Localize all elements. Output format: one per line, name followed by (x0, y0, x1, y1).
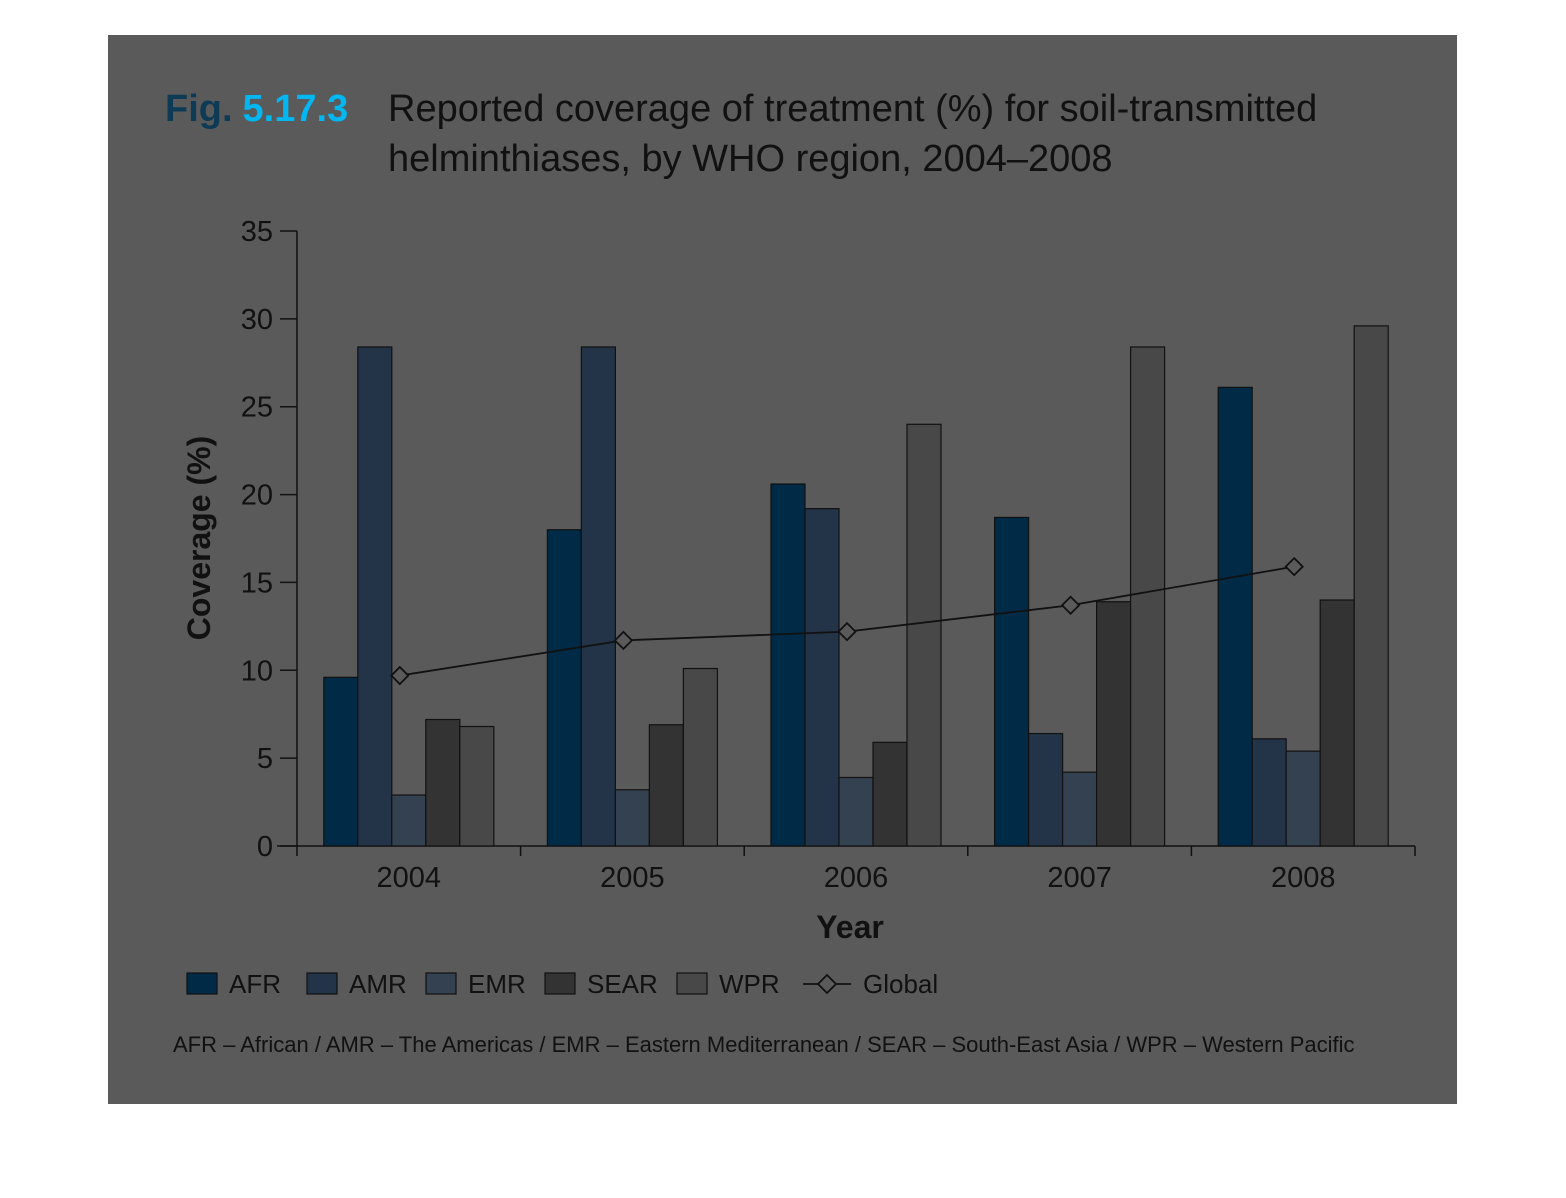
bar-amr-2008 (1251, 738, 1287, 847)
x-ticks: 2004 2005 2006 2007 2008 (296, 846, 1416, 894)
bar-afr-2004 (323, 676, 359, 847)
y-tick-label: 0 (257, 831, 273, 863)
bar-afr-2008 (1217, 386, 1253, 847)
legend-label-afr: AFR (229, 969, 281, 999)
x-tick-label: 2007 (1047, 862, 1112, 894)
bar-afr-2006 (770, 483, 806, 847)
bar-sear-2008 (1319, 599, 1355, 847)
y-tick-label: 20 (241, 480, 273, 512)
bar-wpr-2005 (682, 667, 719, 847)
bar-wpr-2006 (906, 423, 942, 847)
bars (323, 325, 1389, 847)
legend-swatch-wpr (676, 972, 708, 995)
x-tick-label: 2006 (824, 862, 889, 894)
global-point (1284, 556, 1304, 577)
legend-swatch-global-marker (816, 973, 838, 995)
bar-sear-2006 (872, 741, 908, 847)
legend-label-emr: EMR (468, 969, 526, 999)
fig-prefix: Fig. (165, 88, 233, 130)
y-tick-label: 35 (241, 216, 273, 248)
y-tick-label: 10 (241, 655, 273, 687)
legend-label-wpr: WPR (719, 969, 780, 999)
bar-amr-2005 (580, 346, 617, 847)
x-tick-label: 2008 (1271, 862, 1336, 894)
y-ticks: 0 5 10 15 20 25 30 35 (241, 216, 297, 863)
global-point (1060, 595, 1081, 616)
bar-sear-2005 (648, 724, 685, 847)
x-tick-label: 2004 (377, 862, 442, 894)
chart-title-line2: helminthiases, by WHO region, 2004–2008 (388, 138, 1113, 180)
bar-afr-2005 (546, 529, 583, 847)
global-point (837, 621, 857, 642)
legend-swatch-amr (306, 972, 338, 995)
legend-swatch-afr (186, 972, 218, 995)
bar-sear-2007 (1095, 601, 1132, 847)
bar-amr-2006 (804, 508, 840, 847)
bar-afr-2007 (993, 516, 1030, 847)
region-abbreviation-note: AFR – African / AMR – The Americas / EMR… (173, 1032, 1355, 1057)
figure-title-number: Fig. 5.17.3 (165, 88, 348, 130)
y-tick-label: 15 (241, 567, 273, 599)
bar-amr-2007 (1027, 732, 1064, 847)
bar-emr-2006 (838, 776, 874, 847)
global-point (613, 630, 634, 651)
bar-emr-2005 (614, 789, 651, 847)
chart-title-line1: Reported coverage of treatment (%) for s… (388, 88, 1317, 130)
y-tick-label: 5 (257, 743, 273, 775)
y-tick-label: 25 (241, 392, 273, 424)
bar-emr-2008 (1285, 750, 1321, 847)
legend-swatch-emr (425, 972, 457, 995)
legend-label-amr: AMR (349, 969, 407, 999)
y-tick-label: 30 (241, 304, 273, 336)
global-line-series (390, 556, 1304, 686)
legend-swatch-sear (544, 972, 576, 995)
bar-sear-2004 (425, 718, 461, 847)
global-point (390, 665, 410, 686)
bar-emr-2004 (391, 794, 427, 847)
bar-wpr-2004 (459, 725, 495, 847)
bar-emr-2007 (1061, 771, 1098, 847)
legend: AFR AMR EMR SEAR WPR Global (186, 969, 938, 999)
bar-wpr-2007 (1129, 346, 1166, 847)
bar-amr-2004 (357, 346, 393, 847)
x-tick-label: 2005 (600, 862, 665, 894)
x-axis-title: Year (816, 909, 884, 945)
legend-label-sear: SEAR (587, 969, 658, 999)
bar-wpr-2008 (1353, 325, 1389, 847)
fig-number: 5.17.3 (243, 88, 349, 130)
legend-label-global: Global (863, 969, 938, 999)
y-axis-title: Coverage (%) (181, 436, 217, 641)
